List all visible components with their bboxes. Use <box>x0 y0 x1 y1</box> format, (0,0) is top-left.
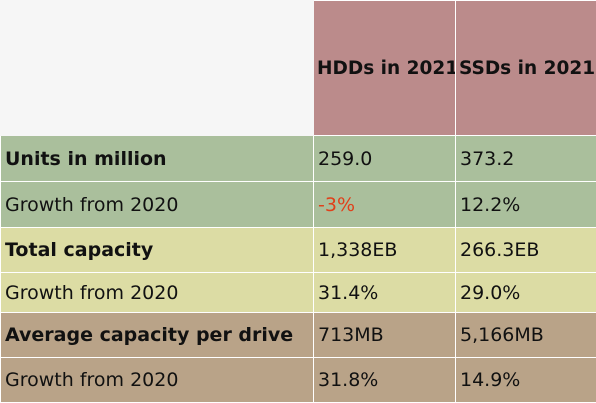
row-label-avg-capacity: Average capacity per drive <box>1 313 314 358</box>
cell-hdd-avg-capacity: 713MB <box>314 313 456 358</box>
table-row: Growth from 2020 31.4% 29.0% <box>1 273 596 313</box>
header-hdd: HDDs in 2021 <box>314 1 456 136</box>
cell-hdd-units: 259.0 <box>314 136 456 182</box>
header-ssd: SSDs in 2021 <box>456 1 596 136</box>
cell-ssd-avg-capacity-growth: 14.9% <box>456 358 596 403</box>
row-label-avg-capacity-growth: Growth from 2020 <box>1 358 314 403</box>
cell-ssd-avg-capacity: 5,166MB <box>456 313 596 358</box>
table-row: Units in million 259.0 373.2 <box>1 136 596 182</box>
cell-ssd-units: 373.2 <box>456 136 596 182</box>
table-header-row: HDDs in 2021 SSDs in 2021 <box>1 1 596 136</box>
cell-hdd-avg-capacity-growth: 31.8% <box>314 358 456 403</box>
row-label-units-growth: Growth from 2020 <box>1 182 314 228</box>
table-row: Average capacity per drive 713MB 5,166MB <box>1 313 596 358</box>
cell-hdd-capacity: 1,338EB <box>314 228 456 273</box>
cell-ssd-capacity: 266.3EB <box>456 228 596 273</box>
table-row: Growth from 2020 -3% 12.2% <box>1 182 596 228</box>
cell-hdd-capacity-growth: 31.4% <box>314 273 456 313</box>
row-label-units: Units in million <box>1 136 314 182</box>
table-row: Growth from 2020 31.8% 14.9% <box>1 358 596 403</box>
table-row: Total capacity 1,338EB 266.3EB <box>1 228 596 273</box>
cell-ssd-units-growth: 12.2% <box>456 182 596 228</box>
row-label-capacity-growth: Growth from 2020 <box>1 273 314 313</box>
header-corner-cell <box>1 1 314 136</box>
row-label-capacity: Total capacity <box>1 228 314 273</box>
cell-ssd-capacity-growth: 29.0% <box>456 273 596 313</box>
cell-hdd-units-growth: -3% <box>314 182 456 228</box>
